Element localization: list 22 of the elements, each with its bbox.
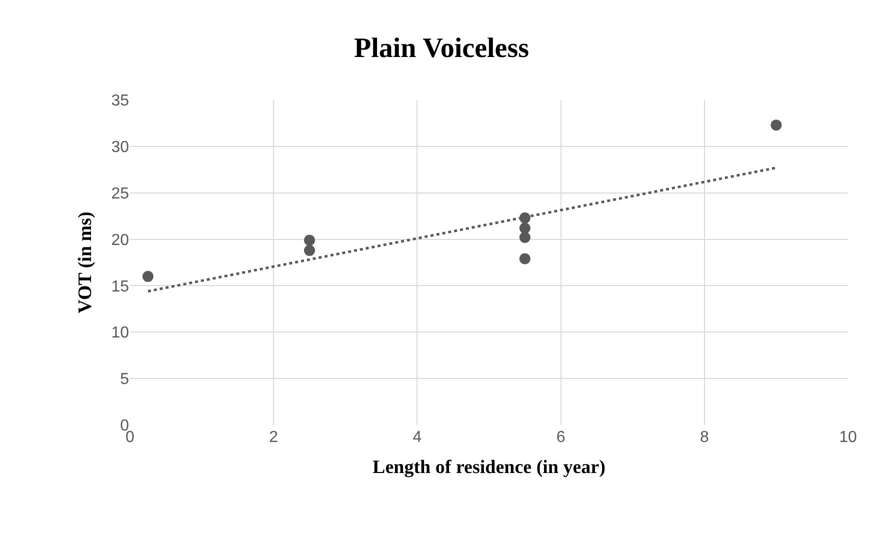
y-tick-label: 5 [120, 371, 130, 388]
y-tick-label: 10 [111, 324, 130, 342]
y-tick-label: 25 [111, 185, 130, 202]
point [142, 270, 154, 282]
y-tick-label: 35 [111, 92, 130, 110]
y-tick-label: 15 [111, 278, 130, 296]
y-axis-title: VOT (in ms) [75, 212, 96, 314]
y-tick-label: 20 [111, 232, 130, 249]
x-tick-label: 10 [839, 429, 857, 446]
x-tick-label: 4 [412, 429, 422, 446]
x-axis-title: Length of residence (in year) [372, 456, 606, 478]
point [770, 120, 782, 131]
chart-title: Plain Voiceless [354, 33, 530, 64]
x-tick-label: 8 [700, 429, 709, 446]
point [304, 244, 315, 256]
point [519, 232, 530, 243]
x-tick-label: 2 [269, 429, 278, 446]
point [304, 234, 315, 246]
y-tick-label: 30 [111, 139, 130, 156]
point [519, 222, 530, 234]
x-tick-label: 6 [556, 429, 566, 446]
point [519, 253, 530, 264]
